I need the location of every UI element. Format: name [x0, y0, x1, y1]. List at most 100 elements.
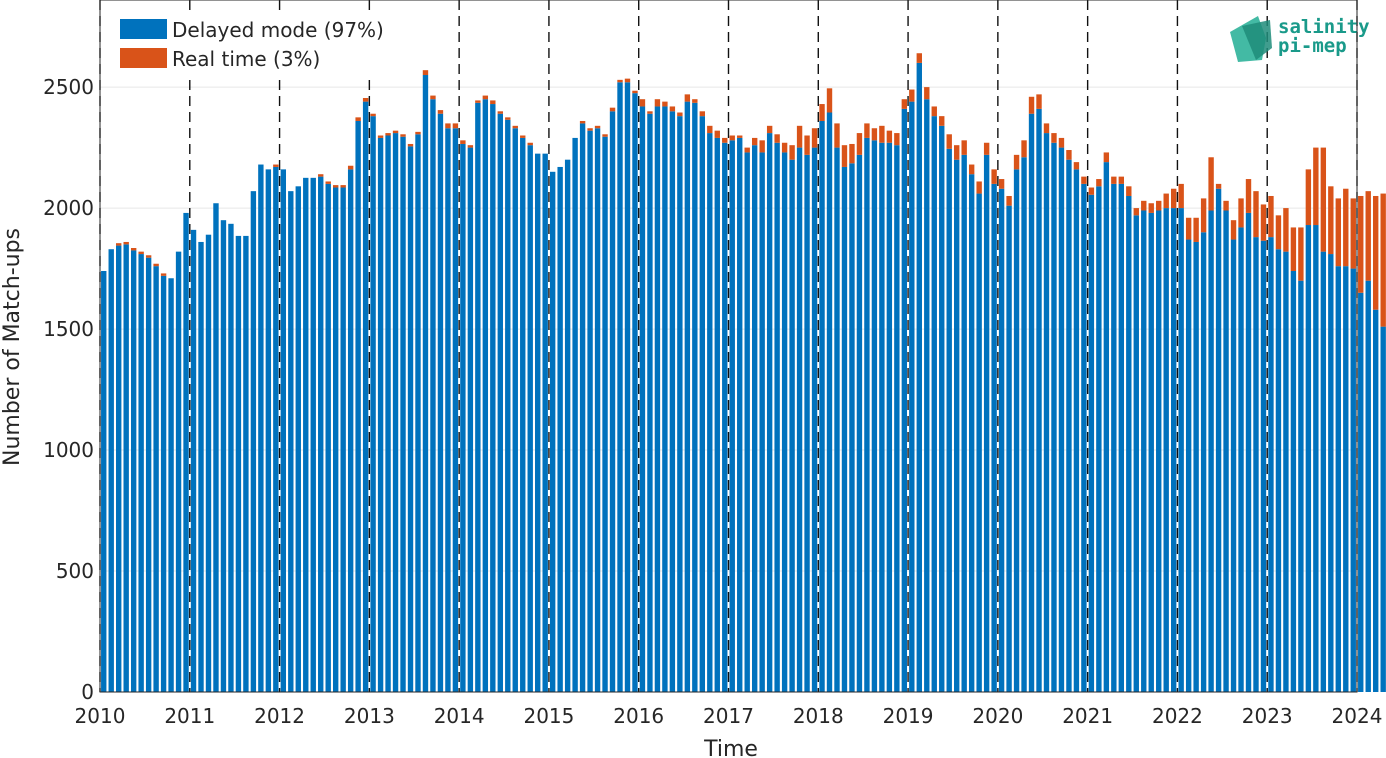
bar-realtime: [602, 134, 608, 137]
x-tick-label: 2015: [523, 704, 574, 728]
logo-text-line2: pi-mep: [1278, 35, 1347, 57]
bar-realtime: [1253, 191, 1259, 238]
bar-realtime: [804, 135, 810, 155]
bar-delayed: [362, 101, 369, 692]
bar-delayed: [280, 169, 287, 693]
bar-delayed: [662, 106, 668, 692]
bar-delayed: [1006, 205, 1012, 692]
bar-delayed: [766, 133, 773, 693]
bar-delayed: [916, 62, 922, 692]
bar-delayed: [101, 270, 107, 692]
bar-delayed: [1170, 208, 1177, 692]
bar-realtime: [1335, 198, 1341, 267]
bar-delayed: [1373, 309, 1379, 692]
bar-delayed: [415, 134, 421, 692]
bar-delayed: [931, 116, 937, 692]
bar-delayed: [490, 104, 496, 692]
bar-realtime: [273, 164, 279, 167]
bar-delayed: [946, 148, 952, 692]
bar-realtime: [737, 135, 743, 138]
bar-realtime: [355, 117, 361, 121]
bar-delayed: [1013, 169, 1020, 693]
bar-realtime: [1223, 200, 1229, 211]
bar-delayed: [998, 188, 1005, 692]
bar-delayed: [774, 142, 780, 692]
bar-delayed: [145, 257, 152, 692]
bar-realtime: [774, 134, 780, 143]
bar-realtime: [991, 169, 997, 184]
bar-realtime: [684, 94, 691, 102]
x-axis-ticks: 2010 2011 2012 2013 2014 2015 2016 2017 2018 2019…: [75, 704, 1383, 728]
y-tick-label: 1500: [43, 317, 94, 341]
bar-realtime: [826, 88, 833, 113]
bar-realtime: [1043, 123, 1050, 134]
bar-delayed: [968, 174, 975, 693]
bar-realtime: [647, 111, 653, 114]
bar-realtime: [617, 79, 623, 83]
bar-realtime: [983, 142, 990, 155]
bar-delayed: [1380, 326, 1386, 692]
bar-realtime: [1185, 217, 1192, 240]
bar-realtime: [452, 123, 459, 129]
logo-wave-shade: [1242, 20, 1272, 60]
bar-delayed: [1088, 194, 1095, 692]
bar-realtime: [437, 110, 444, 114]
bar-delayed: [243, 235, 249, 692]
bar-delayed: [602, 136, 608, 692]
bar-realtime: [332, 185, 339, 188]
bar-delayed: [512, 128, 518, 692]
bar-delayed: [639, 106, 646, 692]
bar-delayed: [325, 183, 331, 692]
bar-delayed: [961, 154, 967, 692]
bar-delayed: [624, 82, 631, 692]
bar-delayed: [377, 137, 384, 692]
bar-realtime: [160, 273, 167, 276]
x-tick-label: 2010: [75, 704, 126, 728]
bar-delayed: [991, 183, 997, 692]
bar-realtime: [699, 111, 706, 117]
bar-realtime: [1126, 186, 1132, 196]
bar-delayed: [781, 152, 788, 692]
bar-realtime: [886, 130, 893, 143]
bar-realtime: [460, 140, 466, 144]
bar-delayed: [871, 140, 878, 692]
bar-realtime: [1260, 204, 1267, 241]
bar-delayed: [130, 250, 137, 692]
bar-delayed: [579, 123, 586, 692]
bar-realtime: [1088, 187, 1095, 195]
bar-delayed: [370, 116, 376, 692]
bar-delayed: [1028, 113, 1035, 693]
bar-realtime: [632, 90, 638, 94]
bar-realtime: [475, 100, 481, 103]
bar-delayed: [1036, 108, 1042, 693]
bar-delayed: [1230, 239, 1237, 693]
bar-realtime: [1156, 200, 1162, 211]
bar-realtime: [1208, 157, 1214, 211]
bar-realtime: [954, 145, 960, 160]
bar-realtime: [1073, 162, 1080, 170]
bar-realtime: [505, 117, 511, 120]
bar-realtime: [692, 99, 698, 103]
bar-delayed: [1141, 210, 1147, 693]
bar-delayed: [1178, 208, 1184, 692]
bar-delayed: [1215, 188, 1222, 692]
bar-delayed: [864, 137, 870, 692]
bar-realtime: [1051, 133, 1057, 143]
bar-delayed: [123, 244, 129, 692]
bar-realtime: [1133, 208, 1139, 216]
x-tick-label: 2021: [1062, 704, 1113, 728]
bar-realtime: [370, 113, 376, 117]
bar-delayed: [400, 136, 406, 692]
bar-delayed: [909, 101, 915, 692]
bar-delayed: [954, 159, 960, 692]
bar-realtime: [856, 133, 863, 155]
bar-realtime: [587, 128, 593, 131]
bar-realtime: [130, 248, 137, 251]
bar-realtime: [1350, 198, 1356, 269]
bar-delayed: [153, 266, 159, 692]
bar-delayed: [497, 113, 503, 693]
bar-delayed: [265, 169, 272, 693]
bar-delayed: [467, 147, 474, 692]
bar-delayed: [1073, 169, 1080, 693]
bar-realtime: [123, 241, 129, 245]
